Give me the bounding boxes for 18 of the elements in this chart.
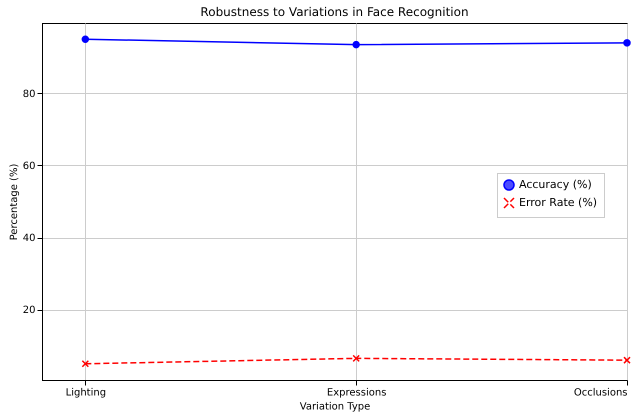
y-tick-label: 40 [22, 233, 36, 244]
point [352, 40, 360, 48]
x-tick-label: Expressions [326, 388, 386, 398]
chart-title: Robustness to Variations in Face Recognition [200, 5, 469, 19]
x-tick-label: Lighting [66, 388, 106, 398]
point [352, 354, 360, 362]
y-tick-label: 80 [22, 88, 36, 100]
x-tick-label: Occlusions [574, 388, 628, 398]
point [82, 35, 90, 43]
legend-label: Accuracy (%) [519, 178, 592, 191]
y-axis-title: Percentage (%) [8, 164, 20, 240]
point [623, 356, 631, 364]
x-axis-title: Variation Type [300, 402, 370, 412]
y-tick-label: 20 [22, 305, 36, 316]
point [82, 360, 90, 368]
point [623, 39, 631, 47]
legend-label: Error Rate (%) [519, 196, 598, 209]
y-tick-label: 60 [22, 160, 36, 172]
